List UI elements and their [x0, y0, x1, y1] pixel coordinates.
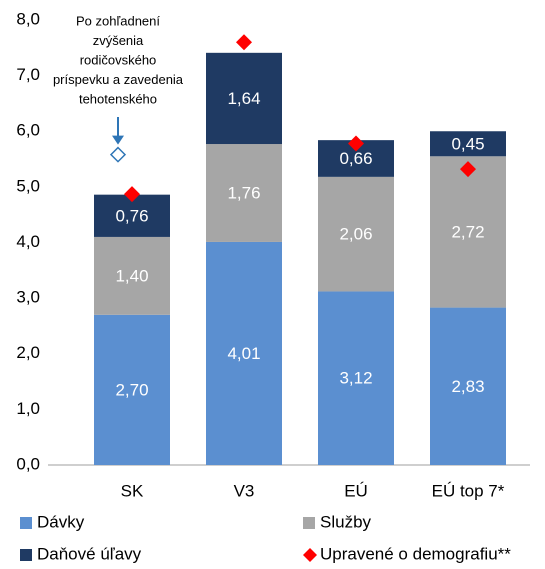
y-tick-label: 3,0: [16, 288, 40, 307]
bar-segment: [318, 176, 394, 292]
x-tick-label: EÚ: [344, 481, 368, 500]
legend-label: Daňové úľavy: [37, 544, 142, 563]
annotation-text: Po zohľadnení: [76, 13, 160, 28]
marker: [124, 186, 140, 203]
y-tick-label: 7,0: [16, 65, 40, 84]
bar-segment: [94, 314, 170, 465]
x-tick-label: SK: [121, 481, 144, 500]
annotation-text: zvýšenia: [93, 33, 144, 48]
value-label: 2,70: [115, 380, 148, 399]
legend-swatch: [303, 548, 317, 562]
bar-segment: [206, 144, 282, 242]
legend-swatch: [20, 549, 32, 561]
y-tick-label: 8,0: [16, 9, 40, 28]
annotation-text: rodičovského: [80, 52, 157, 67]
legend-label: Dávky: [37, 512, 85, 531]
annotation-marker: [109, 146, 127, 163]
value-label: 0,66: [339, 149, 372, 168]
value-label: 4,01: [227, 344, 260, 363]
x-tick-label: EÚ top 7*: [432, 481, 505, 500]
y-tick-label: 2,0: [16, 343, 40, 362]
y-tick-label: 5,0: [16, 176, 40, 195]
legend-swatch: [303, 517, 315, 529]
bar-segment: [430, 131, 506, 157]
value-label: 0,45: [451, 134, 484, 153]
bar-segment: [206, 52, 282, 145]
value-label: 1,64: [227, 89, 260, 108]
marker: [460, 161, 476, 178]
bar-segment: [94, 236, 170, 315]
value-label: 1,40: [115, 266, 148, 285]
annotation-text: tehotenského: [79, 91, 157, 106]
value-label: 2,06: [339, 225, 372, 244]
value-label: 0,76: [115, 206, 148, 225]
bar-segment: [430, 156, 506, 308]
y-tick-label: 4,0: [16, 232, 40, 251]
y-tick-label: 6,0: [16, 121, 40, 140]
value-label: 1,76: [227, 183, 260, 202]
bar-segment: [318, 291, 394, 465]
annotation-arrowhead: [112, 135, 124, 145]
value-label: 2,72: [451, 222, 484, 241]
y-tick-label: 1,0: [16, 399, 40, 418]
y-tick-label: 0,0: [16, 454, 40, 473]
annotation-text: príspevku a zavedenia: [53, 72, 184, 87]
legend-swatch: [20, 517, 32, 529]
marker: [348, 135, 364, 152]
value-label: 3,12: [339, 369, 372, 388]
bar-segment: [430, 307, 506, 465]
marker: [236, 34, 252, 51]
value-label: 2,83: [451, 377, 484, 396]
legend-label: Upravené o demografiu**: [320, 544, 511, 563]
bar-segment: [206, 241, 282, 465]
legend-label: Služby: [320, 512, 372, 531]
x-tick-label: V3: [234, 481, 255, 500]
